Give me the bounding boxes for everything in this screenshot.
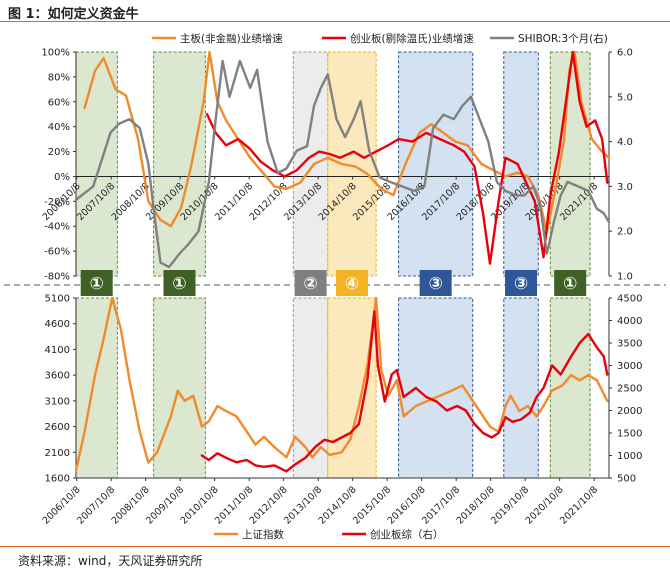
left-tick-label: 2600 <box>45 422 70 433</box>
left-tick-label: -60% <box>44 247 70 258</box>
regime-band <box>327 297 377 479</box>
left-tick-label: -80% <box>44 272 70 283</box>
regime-badge <box>554 270 587 296</box>
left-tick-label: 100% <box>41 48 70 59</box>
x-tick-label: 2021/10/8 <box>558 484 600 526</box>
regime-badge-label: ④ <box>345 274 359 294</box>
regime-badge <box>335 270 368 296</box>
right-tick-label: 3000 <box>617 361 642 372</box>
regime-badge <box>163 270 196 296</box>
right-tick-label: 2.0 <box>617 227 633 238</box>
right-tick-label: 6.0 <box>617 48 633 59</box>
regime-band <box>75 297 118 479</box>
regime-badge-label: ② <box>303 274 317 294</box>
regime-band <box>503 297 539 479</box>
regime-band <box>398 297 474 479</box>
right-tick-label: 4.0 <box>617 137 633 148</box>
regime-badge-label: ① <box>89 274 103 294</box>
left-tick-label: 4600 <box>45 319 70 330</box>
left-tick-label: 20% <box>48 147 70 158</box>
regime-badge-label: ① <box>563 274 577 294</box>
right-tick-label: 1.0 <box>617 272 633 283</box>
right-tick-label: 2500 <box>617 384 642 395</box>
left-tick-label: 1600 <box>45 474 70 485</box>
series-line <box>200 310 609 473</box>
left-tick-label: 3100 <box>45 396 70 407</box>
left-tick-label: 60% <box>48 97 70 108</box>
series-line <box>205 50 609 265</box>
regime-badge <box>419 270 452 296</box>
regime-band <box>153 297 206 479</box>
legend-label: 主板(非金融)业绩增速 <box>180 32 283 45</box>
legend-label: 创业板综（右） <box>370 528 444 541</box>
right-tick-label: 4500 <box>617 294 642 305</box>
bottom-rule <box>0 546 670 547</box>
regime-badge <box>294 270 327 296</box>
right-tick-label: 1500 <box>617 429 642 440</box>
right-tick-label: 5.0 <box>617 92 633 103</box>
left-tick-label: 0% <box>54 172 70 183</box>
right-tick-label: 3.0 <box>617 182 633 193</box>
right-tick-label: 1000 <box>617 451 642 462</box>
regime-band <box>503 51 539 277</box>
right-tick-label: 3500 <box>617 339 642 350</box>
legend-label: 上证指数 <box>242 528 284 541</box>
regime-badge-label: ① <box>172 274 186 294</box>
regime-badge <box>80 270 113 296</box>
left-tick-label: 2100 <box>45 448 70 459</box>
regime-badge-label: ③ <box>514 274 528 294</box>
legends: 主板(非金融)业绩增速 创业板(剔除温氏)业绩增速 SHIBOR:3个月(右) 上证指… <box>152 32 608 541</box>
left-tick-label: 4100 <box>45 345 70 356</box>
regime-band <box>75 51 118 277</box>
right-tick-label: 2000 <box>617 406 642 417</box>
regime-band <box>398 51 474 277</box>
regime-badge-label: ③ <box>428 274 442 294</box>
series-line <box>74 59 611 269</box>
source-note: 资料来源：wind，天风证券研究所 <box>18 554 203 568</box>
legend-label: SHIBOR:3个月(右) <box>518 32 608 45</box>
left-tick-label: 5100 <box>45 294 70 305</box>
figure-title: 图 1：如何定义资金牛 <box>8 7 139 22</box>
series-line <box>74 296 609 472</box>
left-tick-label: -40% <box>44 222 70 233</box>
regime-badge <box>505 270 538 296</box>
right-tick-label: 4000 <box>617 316 642 327</box>
chart-canvas: -80% -60% -40% -20% 0% 20% 40% 60% 80% 100% 1.0 2.0… <box>4 32 666 541</box>
regime-band <box>153 51 206 277</box>
legend-label: 创业板(剔除温氏)业绩增速 <box>350 32 474 45</box>
right-tick-label: 500 <box>617 474 636 485</box>
left-tick-label: 40% <box>48 122 70 133</box>
regime-band <box>327 51 377 277</box>
left-tick-label: 3600 <box>45 371 70 382</box>
title-rule <box>0 21 670 22</box>
regime-badges: ① ① ② ④ ③ ③ ① <box>80 270 587 296</box>
left-tick-label: -20% <box>44 197 70 208</box>
left-tick-label: 80% <box>48 72 70 83</box>
